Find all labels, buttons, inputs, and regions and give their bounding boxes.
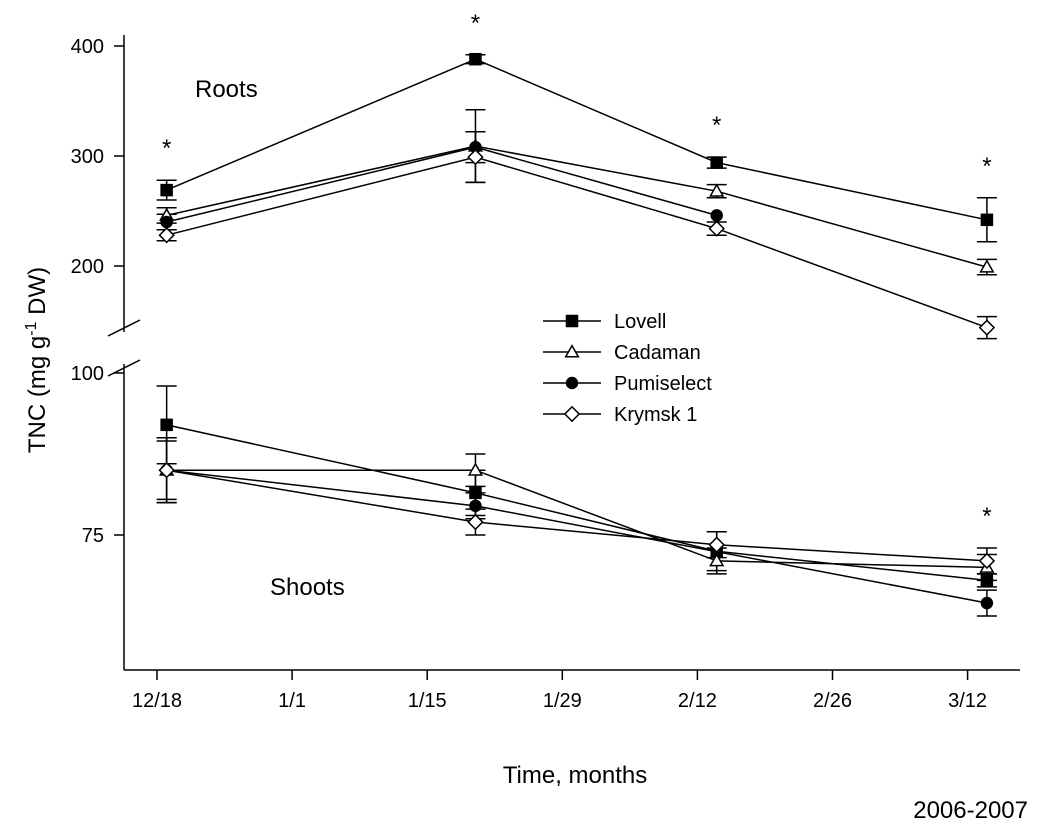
series-line [166,58,988,221]
x-axis-label: Time, months [503,762,647,789]
series-line [166,156,988,329]
series-line [166,145,988,268]
marker-square [160,183,173,197]
x-tick-label: 1/29 [543,690,582,712]
series-layer: * * * * * [156,10,997,617]
legend-label: Cadaman [614,342,701,364]
series-line [166,469,987,562]
x-tick-label: 3/12 [948,690,987,712]
marker-diamond [467,513,484,531]
axes: 400 300 200 100 75 12/18 1/1 1/15 1/29 2/12 2/26 3/… [71,35,1020,712]
footnote: 2006-2007 [913,797,1028,824]
y-tick-label: 300 [71,146,104,168]
y-tick-label: 400 [71,36,104,58]
x-tick-label: 1/15 [408,690,447,712]
marker-triangle [467,462,484,476]
significance-star: * [712,112,721,139]
y-tick-label: 200 [71,256,104,278]
marker-diamond [563,405,581,423]
y-tick-label: 100 [71,363,104,385]
marker-square [980,213,994,227]
legend-label: Pumiselect [614,373,712,395]
marker-circle [980,596,994,610]
marker-triangle [979,259,995,273]
significance-star: * [162,135,171,162]
marker-triangle [709,183,725,197]
legend-label: Krymsk 1 [614,404,697,426]
x-tick-label: 2/26 [813,690,852,712]
panel-label-roots: Roots [195,76,258,103]
series-line [166,424,987,582]
x-tick-label: 2/12 [678,690,717,712]
marker-circle [565,376,579,390]
axis-break-mark [107,319,141,337]
significance-star: * [982,153,991,180]
series-line [166,469,987,569]
marker-triangle [564,344,580,358]
marker-diamond [978,319,996,336]
marker-circle [160,215,173,229]
series-line [166,146,717,223]
marker-diamond [467,148,484,166]
marker-square [469,486,482,500]
marker-diamond [978,552,996,570]
marker-square [160,418,173,432]
marker-diamond [708,220,725,237]
x-tick-label: 1/1 [278,690,306,712]
marker-square [469,52,482,66]
marker-diamond [158,461,175,479]
significance-star: * [471,10,480,37]
marker-circle [469,499,482,513]
marker-square [980,574,994,587]
marker-circle [710,209,723,222]
marker-square [565,314,579,328]
legend-label: Lovell [614,311,666,333]
panel-label-shoots: Shoots [270,574,345,601]
marker-diamond [158,226,175,244]
marker-triangle [709,553,725,567]
y-axis-label: TNC (mg g-1 DW) [23,267,51,453]
axis-break-mark [107,359,141,377]
marker-square [710,156,723,169]
y-tick-label: 75 [82,525,104,547]
significance-star: * [982,503,991,530]
legend: Lovell Cadaman Pumiselect Krymsk 1 [543,311,712,426]
x-tick-label: 12/18 [132,690,182,712]
marker-diamond [708,536,725,553]
